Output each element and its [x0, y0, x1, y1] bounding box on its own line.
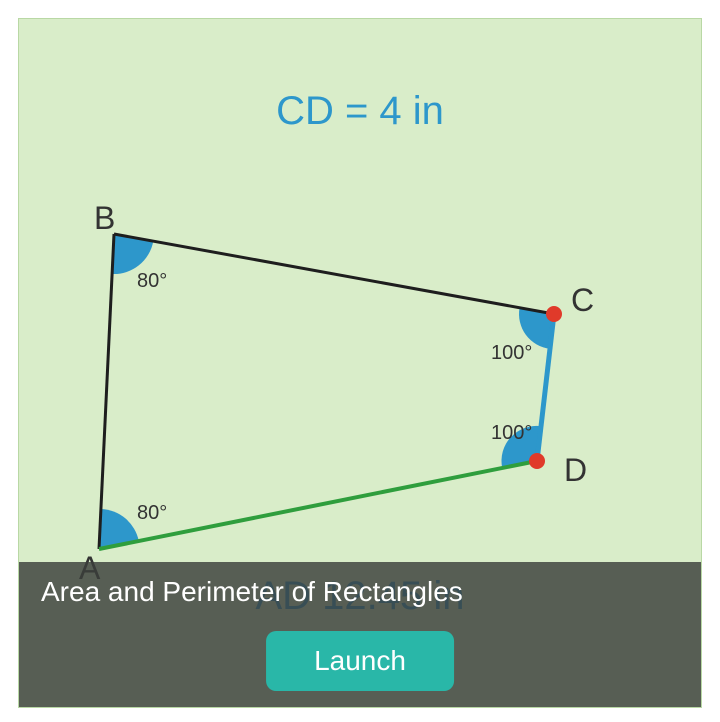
launch-button[interactable]: Launch — [266, 631, 454, 691]
edge-ab — [99, 234, 114, 549]
angle-label-c: 100° — [491, 342, 532, 364]
angle-label-a: 80° — [137, 502, 167, 524]
footer-title: Area and Perimeter of Rectangles — [41, 576, 679, 608]
edge-bc — [114, 234, 554, 314]
vertex-label-b: B — [94, 200, 115, 236]
diagram-card: CD = 4 in B C D A 80° 100° 100° 80° AD 1… — [18, 18, 702, 708]
vertex-label-c: C — [571, 282, 594, 318]
card-footer: Area and Perimeter of Rectangles Launch — [19, 562, 701, 707]
angle-label-b: 80° — [137, 270, 167, 292]
vertex-dot-c — [546, 306, 562, 322]
vertex-dot-d — [529, 453, 545, 469]
angle-label-d: 100° — [491, 422, 532, 444]
vertex-label-d: D — [564, 452, 587, 488]
